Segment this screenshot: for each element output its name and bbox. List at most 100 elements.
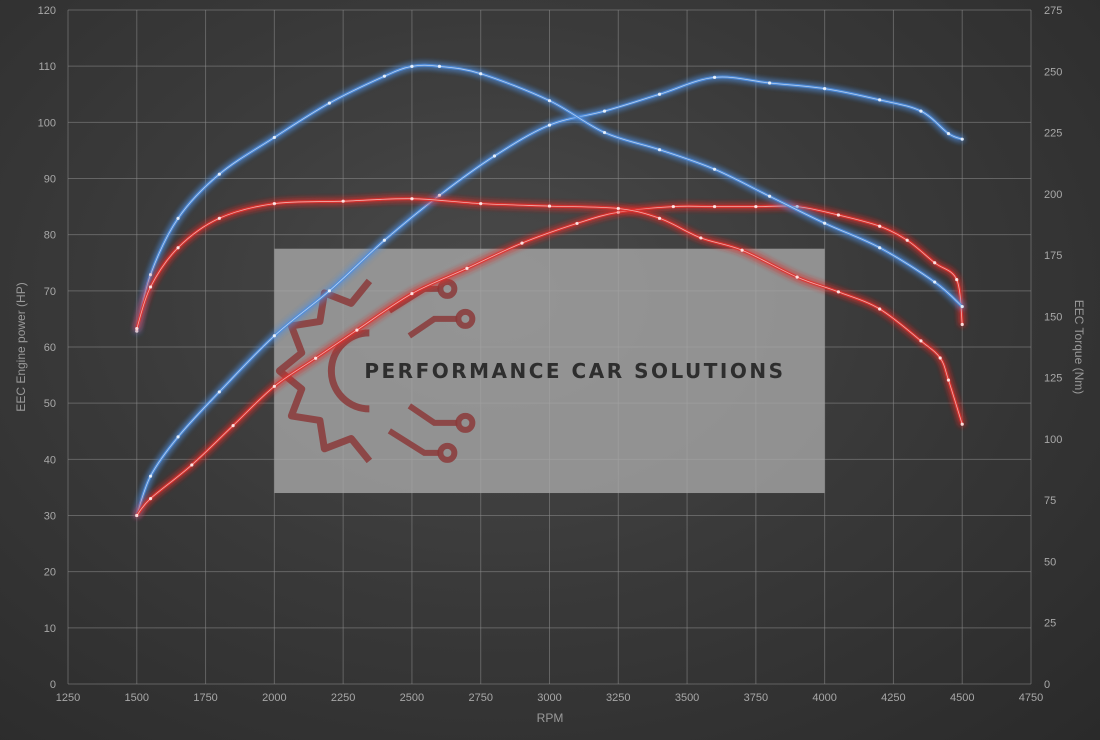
series-point-2 xyxy=(327,101,331,105)
y-right-tick-label: 0 xyxy=(1044,679,1050,691)
series-point-1 xyxy=(933,261,937,265)
x-tick-label: 1500 xyxy=(125,692,149,704)
series-point-1 xyxy=(190,463,194,467)
y-left-tick-label: 30 xyxy=(44,511,56,523)
series-point-2 xyxy=(657,148,662,152)
series-point-3 xyxy=(616,206,620,211)
watermark-logo: PERFORMANCE CAR SOLUTIONS xyxy=(274,248,825,494)
series-point-1 xyxy=(616,210,620,214)
x-tick-label: 2000 xyxy=(262,692,286,704)
circuit-node-icon xyxy=(437,278,458,299)
series-point-0 xyxy=(217,390,221,394)
series-point-0 xyxy=(327,289,331,293)
series-point-1 xyxy=(314,356,318,360)
series-point-1 xyxy=(878,224,882,228)
series-layer xyxy=(135,63,964,518)
series-point-1 xyxy=(231,424,235,428)
series-point-1 xyxy=(135,513,139,518)
x-tick-label: 1750 xyxy=(193,692,217,704)
series-point-3 xyxy=(657,216,662,220)
series-point-3 xyxy=(479,202,483,206)
x-tick-labels: 1250 1500 1750 2000 2250 2500 2750 3000 3250 3500… xyxy=(56,692,1043,704)
series-point-1 xyxy=(355,328,359,332)
series-point-3 xyxy=(878,307,882,311)
series-point-1 xyxy=(148,497,153,501)
y-right-tick-labels: 0 25 50 75 100 125 150 175 200 225 250 275 xyxy=(1044,5,1062,691)
series-point-2 xyxy=(272,135,276,140)
series-point-2 xyxy=(547,99,552,103)
x-tick-label: 3250 xyxy=(606,692,630,704)
series-point-2 xyxy=(960,304,964,309)
series-point-0 xyxy=(768,81,772,85)
series-point-2 xyxy=(479,72,483,76)
circuit-trace-icon xyxy=(407,403,458,426)
series-point-3 xyxy=(148,285,153,289)
series-point-3 xyxy=(946,378,951,382)
series-point-2 xyxy=(148,273,153,277)
series-point-0 xyxy=(176,435,180,439)
y-left-tick-label: 80 xyxy=(44,230,56,242)
x-tick-label: 1250 xyxy=(56,692,80,704)
series-point-2 xyxy=(135,329,139,333)
y-right-tick-label: 25 xyxy=(1044,618,1056,630)
circuit-node-icon xyxy=(455,308,476,329)
y-right-tick-label: 250 xyxy=(1044,66,1062,78)
y-left-tick-label: 120 xyxy=(38,5,56,17)
grid-lines xyxy=(67,9,1032,685)
series-point-1 xyxy=(671,204,675,209)
y-right-tick-label: 125 xyxy=(1044,373,1062,385)
series-point-3 xyxy=(341,199,345,203)
series-point-3 xyxy=(547,204,552,208)
x-tick-label: 4750 xyxy=(1019,692,1043,704)
series-point-0 xyxy=(946,131,951,136)
y-right-tick-label: 100 xyxy=(1044,434,1062,446)
gear-hub-icon xyxy=(327,329,370,413)
series-point-0 xyxy=(602,109,607,113)
y-right-tick-label: 225 xyxy=(1044,128,1062,140)
series-point-0 xyxy=(382,238,387,242)
y-right-tick-label: 75 xyxy=(1044,495,1056,507)
series-point-2 xyxy=(933,280,937,284)
series-point-1 xyxy=(465,266,469,270)
x-tick-label: 4500 xyxy=(950,692,974,704)
series-point-2 xyxy=(382,74,387,78)
series-point-0 xyxy=(148,474,153,478)
circuit-node-icon xyxy=(455,412,476,433)
series-point-0 xyxy=(492,154,497,158)
circuit-node-icon xyxy=(437,442,458,463)
y-left-tick-label: 90 xyxy=(44,174,56,186)
series-point-3 xyxy=(272,202,276,206)
series-point-1 xyxy=(520,241,524,245)
y-right-axis-title: EEC Torque (Nm) xyxy=(1072,300,1086,394)
series-point-2 xyxy=(878,246,882,250)
y-left-tick-label: 0 xyxy=(50,679,56,691)
series-point-1 xyxy=(272,384,276,388)
series-point-0 xyxy=(712,75,717,79)
y-right-tick-label: 50 xyxy=(1044,556,1056,568)
series-point-2 xyxy=(176,216,180,220)
x-tick-label: 2750 xyxy=(468,692,492,704)
x-tick-label: 3000 xyxy=(537,692,561,704)
series-point-0 xyxy=(878,98,882,102)
series-point-3 xyxy=(135,327,139,331)
circuit-trace-icon xyxy=(407,315,458,339)
series-point-1 xyxy=(905,238,909,242)
gear-icon xyxy=(275,278,373,464)
series-point-2 xyxy=(823,221,827,225)
x-tick-label: 2250 xyxy=(331,692,355,704)
series-highlight-3 xyxy=(136,198,963,425)
series-point-1 xyxy=(955,278,959,282)
series-point-2 xyxy=(437,64,442,68)
x-tick-label: 2500 xyxy=(400,692,424,704)
series-point-3 xyxy=(410,197,414,201)
series-point-0 xyxy=(437,193,442,197)
series-point-1 xyxy=(960,322,964,327)
y-left-tick-label: 20 xyxy=(44,567,56,579)
y-left-tick-labels: 0 10 20 30 40 50 60 70 80 90 100 110 120 xyxy=(38,5,56,691)
series-point-2 xyxy=(217,172,221,176)
series-point-1 xyxy=(410,292,414,296)
y-left-axis-title: EEC Engine power (HP) xyxy=(14,282,28,411)
series-point-0 xyxy=(657,92,662,96)
series-point-1 xyxy=(836,213,841,217)
